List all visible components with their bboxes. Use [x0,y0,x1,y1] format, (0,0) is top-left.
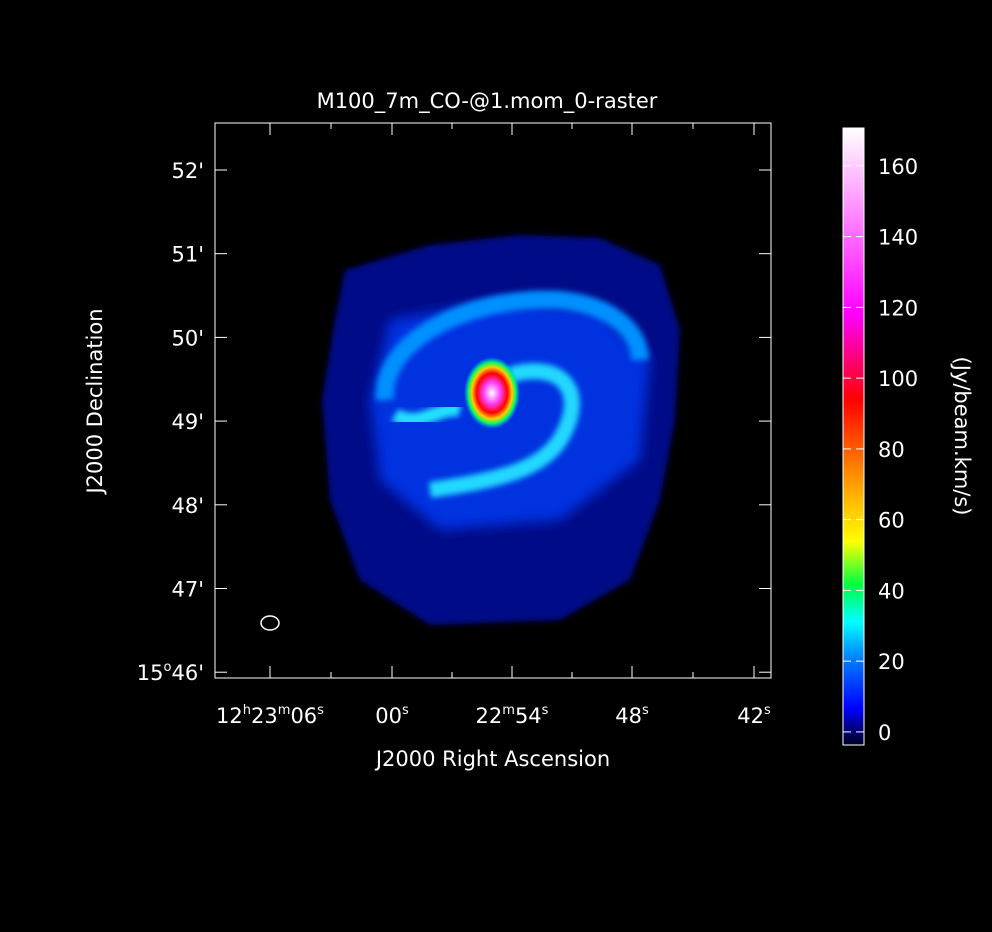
tick-label: 50' [172,326,205,350]
tick-label: 51' [172,243,205,267]
colorbar-tick-label: 40 [878,579,905,603]
colorbar-label: (Jy/beam.km/s) [950,357,974,516]
colorbar-tick-label: 140 [878,226,918,250]
colorbar-tick-label: 0 [878,721,891,745]
tick-label-part: 42 [737,704,764,728]
colorbar-tick-label: 160 [878,155,918,179]
plot-frame [214,122,772,679]
tick-label-superscript: s [317,703,324,718]
tick-label-superscript: s [764,703,771,718]
tick-label: 47' [172,578,205,602]
tick-label: 52' [172,159,205,183]
tick-label: 48s [615,703,649,728]
tick-label-part: 46' [172,661,205,685]
raster-image [260,235,680,631]
tick-label-part: 49' [172,410,205,434]
y-axis-label: J2000 Declination [83,308,107,495]
tick-label-superscript: s [642,703,649,718]
tick-label-part: 15 [137,661,164,685]
colorbar-tick-label: 120 [878,296,918,320]
title: M100_7m_CO-@1.mom_0-raster [317,89,658,114]
tick-label-superscript: s [542,703,549,718]
tick-label-part: 23 [251,704,278,728]
tick-label: 15o46' [137,660,204,685]
tick-label-superscript: m [278,703,291,718]
tick-label-superscript: m [502,703,515,718]
tick-label: 00s [375,703,409,728]
tick-label-part: 06 [290,704,317,728]
colorbar-tick-label: 20 [878,650,905,674]
tick-label-part: 52' [172,159,205,183]
tick-label-part: 22 [476,704,503,728]
tick-label-superscript: o [164,660,172,675]
tick-label-part: 48 [615,704,642,728]
tick-label-part: 48' [172,494,205,518]
colorbar-tick-label: 100 [878,367,918,391]
tick-label-part: 51' [172,243,205,267]
tick-label-part: 54 [515,704,542,728]
tick-label: 22m54s [476,703,549,728]
colorbar-tick-label: 60 [878,509,905,533]
tick-label: 42s [737,703,771,728]
tick-label-superscript: h [243,703,251,718]
colorbar-tick-label: 80 [878,438,905,462]
colorbar [842,127,865,746]
tick-label: 49' [172,410,205,434]
tick-label: 48' [172,494,205,518]
tick-label: 12h23m06s [216,703,324,728]
tick-label-part: 00 [375,704,402,728]
tick-label-superscript: s [402,703,409,718]
tick-label-part: 12 [216,704,243,728]
tick-label-part: 47' [172,578,205,602]
tick-label-part: 50' [172,326,205,350]
x-axis-label: J2000 Right Ascension [374,747,610,771]
